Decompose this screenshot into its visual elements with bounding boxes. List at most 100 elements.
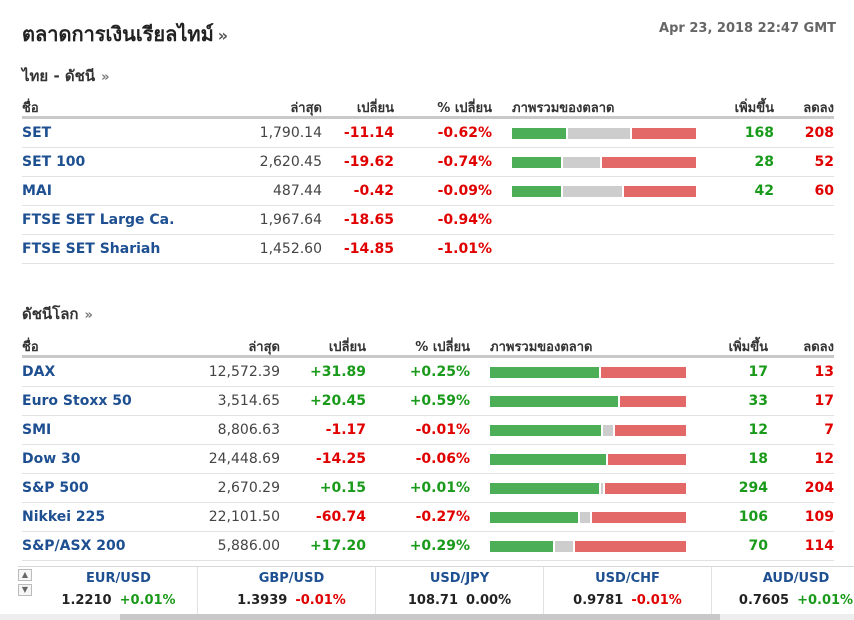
advance-segment xyxy=(490,367,599,378)
change-value: +31.89 xyxy=(309,364,366,380)
table-row[interactable]: Dow 30 24,448.69 -14.25 -0.06% 18 12 xyxy=(22,445,834,474)
pct-change-value: +0.25% xyxy=(409,364,470,380)
index-name-link[interactable]: FTSE SET Large Ca. xyxy=(22,212,175,228)
thai-index-table: ชื่อ ล่าสุด เปลี่ยน % เปลี่ยน ภาพรวมของต… xyxy=(22,93,834,264)
col-name[interactable]: ชื่อ xyxy=(22,340,39,355)
fx-scroll-controls: ▲ ▼ xyxy=(18,569,34,599)
table-row[interactable]: S&P/ASX 200 5,886.00 +17.20 +0.29% 70 114 xyxy=(22,532,834,561)
index-name-link[interactable]: Dow 30 xyxy=(22,451,81,467)
last-value: 1,452.60 xyxy=(259,241,322,257)
fx-pair-link[interactable]: USD/JPY xyxy=(429,571,490,586)
unchanged-segment xyxy=(580,512,590,523)
more-link-icon[interactable]: » xyxy=(84,308,93,323)
market-breadth-bar xyxy=(490,512,686,523)
last-value: 8,806.63 xyxy=(217,422,280,438)
table-row[interactable]: MAI 487.44 -0.42 -0.09% 42 60 xyxy=(22,177,834,206)
advances-count: 106 xyxy=(738,509,768,525)
fx-pair-link[interactable]: GBP/USD xyxy=(258,571,325,586)
table-row[interactable]: FTSE SET Large Ca. 1,967.64 -18.65 -0.94% xyxy=(22,206,834,235)
index-name-link[interactable]: Nikkei 225 xyxy=(22,509,106,525)
arrow-up-icon[interactable]: ▲ xyxy=(18,569,32,581)
table-row[interactable]: Nikkei 225 22,101.50 -60.74 -0.27% 106 109 xyxy=(22,503,834,532)
page-title[interactable]: ตลาดการเงินเรียลไทม์» xyxy=(22,22,229,46)
col-name[interactable]: ชื่อ xyxy=(22,101,39,116)
table-row[interactable]: SET 100 2,620.45 -19.62 -0.74% 28 52 xyxy=(22,148,834,177)
more-link-icon[interactable]: » xyxy=(101,70,110,85)
index-name-link[interactable]: SET 100 xyxy=(22,154,86,170)
index-name-link[interactable]: FTSE SET Shariah xyxy=(22,241,161,257)
decline-segment xyxy=(631,128,696,139)
table-row[interactable]: SET 1,790.14 -11.14 -0.62% 168 208 xyxy=(22,119,834,148)
table-row[interactable]: DAX 12,572.39 +31.89 +0.25% 17 13 xyxy=(22,358,834,387)
index-name-link[interactable]: S&P 500 xyxy=(22,480,89,496)
col-pct-change[interactable]: % เปลี่ยน xyxy=(415,340,470,355)
fx-quote[interactable]: AUD/USD 0.7605 +0.01% xyxy=(712,567,854,617)
fx-quote[interactable]: GBP/USD 1.3939 -0.01% xyxy=(208,567,376,617)
col-last[interactable]: ล่าสุด xyxy=(290,101,322,116)
col-declines[interactable]: ลดลง xyxy=(803,340,834,355)
declines-count: 12 xyxy=(814,451,834,467)
fx-quote[interactable]: USD/CHF 0.9781 -0.01% xyxy=(544,567,712,617)
col-advances[interactable]: เพิ่มขึ้น xyxy=(734,101,774,116)
index-name-link[interactable]: Euro Stoxx 50 xyxy=(22,393,132,409)
fx-change: +0.01% xyxy=(119,593,176,608)
advances-count: 33 xyxy=(748,393,768,409)
advances-count: 42 xyxy=(754,183,774,199)
advances-count: 168 xyxy=(744,125,774,141)
thai-section-title[interactable]: ไทย - ดัชนี» xyxy=(22,67,110,85)
fx-values: 108.71 0.00% xyxy=(376,593,543,608)
col-change[interactable]: เปลี่ยน xyxy=(356,101,394,116)
index-name-link[interactable]: SET xyxy=(22,125,52,141)
col-change[interactable]: เปลี่ยน xyxy=(328,340,366,355)
last-value: 24,448.69 xyxy=(208,451,280,467)
change-value: -11.14 xyxy=(343,125,394,141)
fx-quote[interactable]: EUR/USD 1.2210 +0.01% xyxy=(40,567,198,617)
col-pct-change[interactable]: % เปลี่ยน xyxy=(437,101,492,116)
arrow-down-icon[interactable]: ▼ xyxy=(18,584,32,596)
market-breadth-bar xyxy=(512,186,696,197)
market-breadth-bar xyxy=(512,128,696,139)
col-advances[interactable]: เพิ่มขึ้น xyxy=(728,340,768,355)
col-market-overview: ภาพรวมของตลาด xyxy=(490,340,593,355)
index-name-link[interactable]: DAX xyxy=(22,364,56,380)
pct-change-value: -0.62% xyxy=(437,125,492,141)
change-value: -1.17 xyxy=(325,422,366,438)
decline-segment xyxy=(600,367,686,378)
decline-segment xyxy=(605,483,686,494)
table-row[interactable]: S&P 500 2,670.29 +0.15 +0.01% 294 204 xyxy=(22,474,834,503)
fx-quote[interactable]: USD/JPY 108.71 0.00% xyxy=(376,567,544,617)
timestamp: Apr 23, 2018 22:47 GMT xyxy=(659,21,836,36)
index-name-link[interactable]: MAI xyxy=(22,183,52,199)
declines-count: 17 xyxy=(814,393,834,409)
fx-pair-link[interactable]: USD/CHF xyxy=(595,571,660,586)
index-name-link[interactable]: SMI xyxy=(22,422,52,438)
advance-segment xyxy=(490,454,607,465)
market-breadth-bar xyxy=(490,454,686,465)
declines-count: 60 xyxy=(814,183,834,199)
fx-pair-link[interactable]: EUR/USD xyxy=(86,571,151,586)
market-breadth-bar xyxy=(490,541,686,552)
advance-segment xyxy=(512,157,561,168)
unchanged-segment xyxy=(562,186,622,197)
table-row[interactable]: SMI 8,806.63 -1.17 -0.01% 12 7 xyxy=(22,416,834,445)
table-row[interactable]: Euro Stoxx 50 3,514.65 +20.45 +0.59% 33 17 xyxy=(22,387,834,416)
col-last[interactable]: ล่าสุด xyxy=(248,340,280,355)
col-declines[interactable]: ลดลง xyxy=(803,101,834,116)
world-section-title[interactable]: ดัชนีโลก» xyxy=(22,305,93,323)
advances-count: 17 xyxy=(748,364,768,380)
scrollbar-thumb[interactable] xyxy=(120,614,720,620)
advance-segment xyxy=(490,512,579,523)
advances-count: 28 xyxy=(754,154,774,170)
advance-segment xyxy=(490,396,619,407)
fx-pair-link[interactable]: AUD/USD xyxy=(762,571,830,586)
change-value: -0.42 xyxy=(353,183,394,199)
world-rows: DAX 12,572.39 +31.89 +0.25% 17 13 Euro Stoxx 5… xyxy=(22,358,834,561)
last-value: 487.44 xyxy=(273,183,322,199)
world-index-table: ชื่อ ล่าสุด เปลี่ยน % เปลี่ยน ภาพรวมของต… xyxy=(22,332,834,561)
index-name-link[interactable]: S&P/ASX 200 xyxy=(22,538,126,554)
decline-segment xyxy=(614,425,686,436)
more-link-icon[interactable]: » xyxy=(217,26,229,45)
declines-count: 204 xyxy=(804,480,834,496)
change-value: +17.20 xyxy=(309,538,366,554)
table-row[interactable]: FTSE SET Shariah 1,452.60 -14.85 -1.01% xyxy=(22,235,834,264)
